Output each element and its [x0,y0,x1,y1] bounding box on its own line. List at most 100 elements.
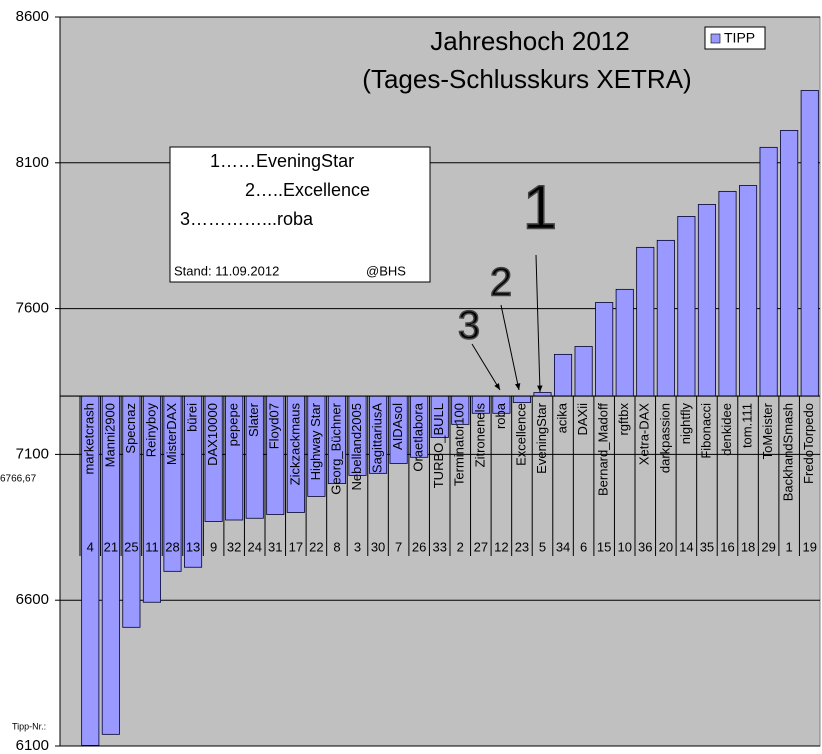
tipp-number: 32 [227,539,241,554]
tipp-number: 10 [617,539,631,554]
tipp-number: 31 [268,539,282,554]
x-tick-label: marketcrash [82,403,97,475]
tipp-number: 8 [333,539,340,554]
bar [615,288,634,397]
x-tick-label: Bernard_Madoff [596,403,611,496]
bar [677,216,696,397]
x-tick-label: Oraetlabora [411,402,426,471]
bar [800,90,819,397]
rank-arrow [500,304,520,391]
tipp-number: 2 [457,539,464,554]
x-tick-label: TURBO_BULL [431,403,446,488]
x-tick-label: MisterDAX [164,403,179,465]
x-tick-label: nightfly [678,403,693,445]
axis-annotation: 6766,67 [0,474,37,485]
x-tick-label: DAX10000 [205,403,220,466]
bar [780,130,799,397]
y-tick-label: 8100 [16,154,49,171]
tipp-number: 34 [556,539,570,554]
tipp-number: 1 [786,539,793,554]
x-tick-label: Highway Star [308,402,323,480]
bar [595,302,614,397]
tipp-number: 23 [515,539,529,554]
ranking-box-frame [169,146,431,283]
tipp-number: 12 [494,539,508,554]
rank-marker: 1 [523,173,557,242]
x-tick-label: SagittariusA [369,403,384,473]
x-tick-label: DAXii [575,403,590,436]
x-tick-label: Georg_Büchner [328,402,343,494]
stand-date: Stand: 11.09.2012 [174,263,279,278]
tipp-number: 24 [247,539,261,554]
bar [718,190,737,397]
tipp-number: 27 [474,539,488,554]
credit: @BHS [366,263,406,278]
markers: 123 [457,173,558,393]
tipp-number: 13 [186,539,200,554]
x-tick-label: roba [493,402,508,429]
y-tick-label: 8600 [16,8,49,25]
labels: 6100 6600 7100 7600 8100 8600 marketcrash 4 Mann… [16,8,820,754]
tipp-number: 11 [145,539,159,554]
x-tick-label: Specnaz [123,403,138,454]
chart-subtitle: (Tages-Schlusskurs XETRA) [362,64,691,94]
tipp-number: 30 [371,539,385,554]
y-tick-label: 6100 [16,737,49,754]
legend: TIPP [704,26,766,50]
y-tick-label: 7100 [16,445,49,462]
tipp-number: 25 [124,539,138,554]
legend-swatch [710,33,721,44]
chart-title: Jahreshoch 2012 [430,26,629,56]
rank-arrowhead [514,383,521,390]
x-tick-label: Nebelland2005 [349,403,364,490]
x-tick-label: Xetra-DAX [637,403,652,465]
x-tick-label: Reinyboy [143,403,158,458]
bar [697,204,716,397]
bar [574,346,593,397]
tipp-number: 18 [741,539,755,554]
x-tick-label: Floyd07 [267,403,282,449]
tipp-number: 7 [395,539,402,554]
bar [512,395,531,403]
ranking-entry: 2…..Excellence [245,180,370,200]
tipp-number: 35 [700,539,714,554]
tipp-number: 3 [354,539,361,554]
ranking-box: 1……EveningStar 2…..Excellence 3…………...ro… [169,146,431,283]
tipp-number: 6 [580,539,587,554]
tipp-number: 22 [309,539,323,554]
tipp-number: 36 [638,539,652,554]
legend-label: TIPP [724,30,755,46]
ranking-entry: 1……EveningStar [210,151,354,171]
tipp-number: 16 [720,539,734,554]
x-tick-label: tom.111 [739,403,754,448]
ranking-entry: 3…………...roba [180,209,314,229]
rank-arrow [471,343,501,391]
x-tick-label: EveningStar [534,402,549,473]
legend-frame [704,26,766,50]
x-tick-label: BackhandSmash [781,403,796,501]
x-tick-label: Zitronenels [472,403,487,468]
tipp-number: 28 [165,539,179,554]
tipp-number: 29 [761,539,775,554]
tipp-number: 33 [432,539,446,554]
tipp-number: 9 [210,539,217,554]
rank-marker: 3 [458,304,480,348]
tipp-number: 19 [802,539,816,554]
x-tick-label: Fibonacci [698,403,713,459]
tipp-number-row-label: Tipp-Nr.: [12,721,46,731]
rank-arrowhead [494,383,500,390]
x-tick-label: pepepe [226,403,241,446]
x-tick-label: ToMeister [760,402,775,459]
tipp-number: 26 [412,539,426,554]
tipp-number: 21 [104,539,118,554]
bar [636,246,655,397]
tipp-number: 15 [597,539,611,554]
x-tick-label: denkidee [719,403,734,456]
x-tick-label: Zickzackmaus [287,403,302,486]
bar [759,146,778,397]
x-tick-label: rgftbx [616,403,631,436]
bar [656,239,675,397]
tipp-number: 17 [289,539,303,554]
x-tick-label: AIDAsol [390,403,405,450]
x-tick-label: darkpassion [657,403,672,473]
